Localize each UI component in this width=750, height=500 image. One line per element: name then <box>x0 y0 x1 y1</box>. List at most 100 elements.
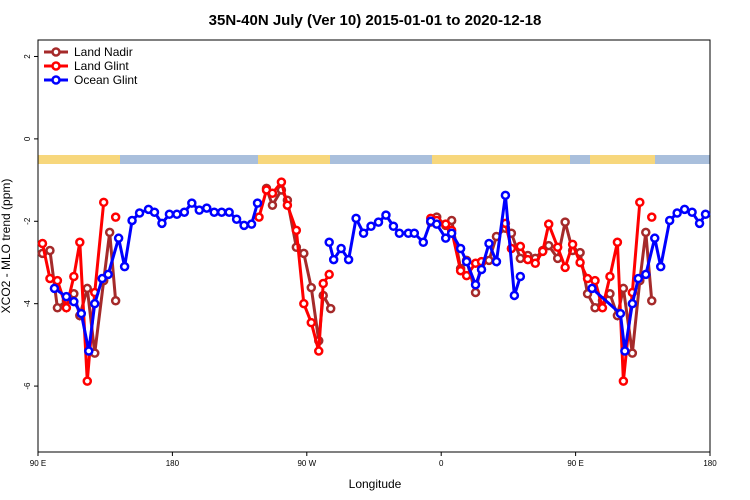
data-point <box>75 237 85 248</box>
y-tick-label: 0 <box>23 136 32 141</box>
series-line <box>42 182 651 381</box>
data-point <box>127 215 137 226</box>
data-point <box>172 209 182 220</box>
data-point <box>455 243 466 254</box>
data-point <box>318 278 328 289</box>
data-point <box>61 303 72 313</box>
data-point <box>418 237 429 248</box>
data-point <box>470 287 481 298</box>
data-point <box>239 220 249 231</box>
data-point <box>76 308 87 319</box>
data-point <box>134 208 145 218</box>
data-point <box>687 207 697 217</box>
legend-label: Land Nadir <box>74 45 133 59</box>
data-point <box>45 273 55 284</box>
y-tick-label: 2 <box>23 54 32 59</box>
x-tick-label: 180 <box>703 459 717 468</box>
data-point <box>509 290 520 301</box>
y-tick-label: -6 <box>23 382 32 390</box>
data-point <box>409 228 420 238</box>
data-point <box>103 269 113 280</box>
data-point <box>618 376 629 386</box>
data-point <box>612 237 623 248</box>
data-point <box>484 238 494 249</box>
data-point <box>543 240 554 251</box>
data-point <box>575 257 585 268</box>
data-point <box>560 217 570 227</box>
data-point <box>587 283 597 294</box>
data-point <box>560 262 570 273</box>
legend-marker <box>51 75 61 85</box>
data-point <box>69 296 79 307</box>
data-point <box>179 207 190 217</box>
data-point <box>366 221 376 231</box>
data-point <box>655 261 666 272</box>
data-point <box>515 253 526 264</box>
data-point <box>381 210 391 220</box>
data-point <box>119 261 130 272</box>
data-point <box>82 376 93 386</box>
data-point <box>582 273 593 284</box>
data-point <box>590 275 600 286</box>
data-point <box>530 258 541 269</box>
data-point <box>672 208 682 218</box>
x-tick-label: 180 <box>166 459 180 468</box>
data-point <box>664 215 675 226</box>
data-point <box>605 289 615 299</box>
data-point <box>276 177 287 187</box>
data-point <box>605 271 615 282</box>
data-point <box>484 255 494 266</box>
x-tick-label: 90 E <box>567 459 583 468</box>
data-point <box>700 209 711 220</box>
data-point <box>388 221 399 231</box>
data-point <box>552 253 563 264</box>
data-point <box>282 200 293 210</box>
y-tick-label: -4 <box>23 300 32 308</box>
data-point <box>82 283 93 294</box>
legend-label: Ocean Glint <box>74 73 138 87</box>
data-point <box>299 248 309 259</box>
x-tick-label: 90 E <box>30 459 46 468</box>
land-strip <box>38 155 120 164</box>
data-point <box>52 303 63 313</box>
data-point <box>461 270 472 281</box>
data-point <box>597 303 608 313</box>
data-point <box>627 298 638 309</box>
data-point <box>324 237 334 248</box>
data-point <box>446 228 457 238</box>
data-point <box>98 197 109 208</box>
data-point <box>164 209 175 220</box>
data-point <box>254 212 264 222</box>
data-point <box>149 207 160 217</box>
data-point <box>394 228 405 238</box>
data-point <box>328 254 339 265</box>
data-point <box>209 207 219 217</box>
land-strip <box>590 155 655 164</box>
data-point <box>647 212 657 222</box>
data-point <box>324 269 334 280</box>
data-point <box>104 227 115 238</box>
data-point <box>267 188 278 199</box>
data-point <box>440 233 451 243</box>
data-point <box>157 218 167 229</box>
data-point <box>615 308 626 319</box>
data-point <box>37 238 48 249</box>
data-point <box>461 256 472 267</box>
ocean-strip <box>38 155 710 164</box>
data-point <box>194 205 205 215</box>
data-point <box>49 283 60 294</box>
data-point <box>649 233 660 243</box>
x-tick-label: 90 W <box>297 459 316 468</box>
chart-title: 35N-40N July (Ver 10) 2015-01-01 to 2020… <box>209 12 542 29</box>
data-point <box>641 269 651 280</box>
data-point <box>635 197 645 208</box>
data-point <box>515 271 526 282</box>
data-point <box>343 254 354 265</box>
y-tick-label: -2 <box>23 217 32 225</box>
data-point <box>358 228 369 238</box>
data-point <box>97 273 107 284</box>
data-point <box>515 241 526 252</box>
data-point <box>543 219 554 229</box>
data-point <box>620 346 630 356</box>
